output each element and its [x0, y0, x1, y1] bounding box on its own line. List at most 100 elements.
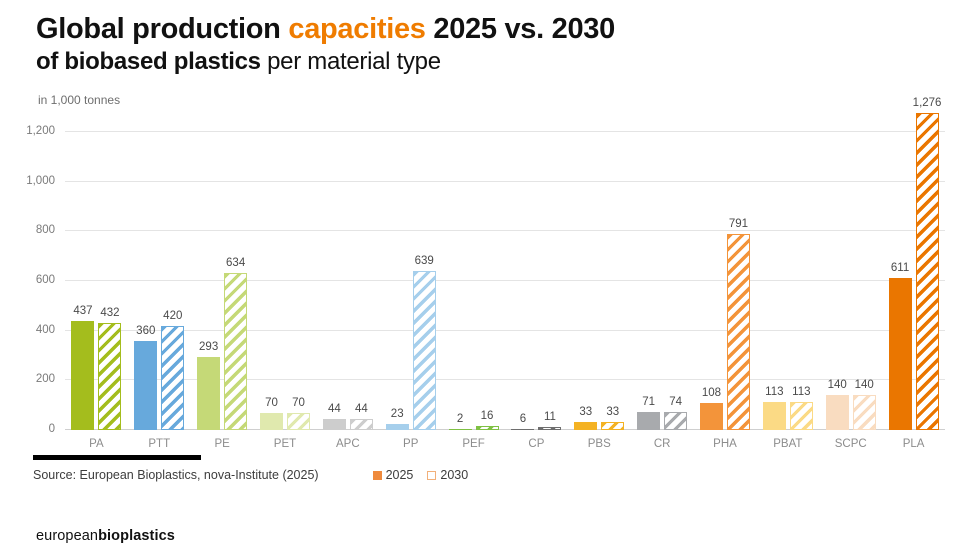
value-label-ptt-2025: 360 — [136, 324, 156, 337]
value-label-pet-2030: 70 — [292, 396, 305, 409]
gridline-1200: 1,200 — [26, 125, 945, 137]
value-label-pp-2025: 23 — [390, 408, 404, 421]
bar-apc-2030 — [349, 419, 373, 430]
y-tick-label: 1,200 — [26, 124, 55, 137]
value-label-pef-2025: 2 — [456, 413, 464, 425]
bar-pp-2025 — [385, 424, 409, 430]
title-post: 2025 vs. 2030 — [425, 13, 615, 45]
value-label-pha-2025: 108 — [701, 387, 722, 400]
x-tick-label-pa: PA — [89, 438, 104, 450]
y-tick-label: 1,000 — [26, 174, 55, 187]
y-tick-label: 200 — [35, 373, 55, 386]
y-tick-label: 600 — [35, 273, 55, 286]
legend-swatch-2030 — [427, 470, 437, 480]
bar-pa-2025 — [71, 321, 95, 430]
value-label-cp-2025: 6 — [519, 412, 527, 425]
y-tick-label: 400 — [35, 323, 55, 336]
page-subtitle: of biobased plastics per material type — [36, 48, 615, 77]
bar-pbs-2030 — [601, 421, 625, 430]
legend-item-2025: 2025 — [372, 468, 414, 482]
value-label-pbs-2030: 33 — [606, 405, 620, 418]
value-label-ptt-2030: 420 — [163, 309, 183, 322]
bar-pe-2030 — [224, 272, 248, 430]
bar-group-pp: 23 639 PP — [379, 112, 442, 450]
chart-header: Global production capacities 2025 vs. 20… — [36, 13, 615, 77]
value-label-pp-2030: 639 — [414, 255, 434, 268]
bar-pp-2030 — [412, 271, 436, 430]
bar-group-pbs: 33 33 PBS — [568, 112, 631, 450]
bar-group-pet: 70 70 PET — [254, 112, 317, 450]
source-text: Source: European Bioplastics, nova-Insti… — [33, 468, 319, 482]
bar-pa-2030 — [98, 322, 122, 430]
title-highlight: capacities — [288, 13, 426, 45]
footer: Source: European Bioplastics, nova-Insti… — [33, 468, 468, 482]
bar-group-pa: 437 432 PA — [65, 112, 128, 450]
x-tick-label-pla: PLA — [902, 438, 925, 450]
bar-pbs-2025 — [574, 421, 598, 430]
value-label-apc-2030: 44 — [354, 403, 368, 416]
bar-group-pe: 293 634 PE — [191, 112, 254, 450]
logo-regular: european — [36, 528, 99, 544]
x-tick-label-pe: PE — [214, 438, 230, 450]
chart-legend: 2025 2030 — [372, 468, 468, 482]
bar-pla-2030 — [915, 113, 939, 430]
legend-swatch-2025 — [372, 470, 382, 480]
gridline-600: 600 — [36, 274, 945, 286]
bar-group-cp: 6 11 CP — [505, 112, 568, 450]
bar-pbat-2030 — [789, 401, 813, 430]
gridline-800: 800 — [36, 224, 945, 236]
bar-pla-2025 — [888, 278, 912, 430]
european-bioplastics-logo: europeanbioplastics — [36, 528, 175, 544]
x-axis-baseline: 0 — [49, 423, 945, 435]
value-label-apc-2025: 44 — [327, 403, 341, 416]
bar-chart-plot-area: 0 200 400 600 800 1,000 1,200 437 432 PA 360 420 PTT… — [26, 97, 945, 450]
logo-bold: bioplastics — [98, 528, 175, 544]
bar-cp-2030 — [538, 427, 562, 430]
bar-group-pef: 2 16 PEF — [442, 112, 505, 450]
bar-pet-2030 — [286, 412, 310, 430]
bar-cp-2025 — [511, 428, 535, 430]
bar-pe-2025 — [197, 357, 221, 430]
title-pre: Global production — [36, 13, 289, 45]
x-tick-label-cr: CR — [653, 438, 671, 450]
value-label-pe-2025: 293 — [199, 341, 219, 354]
value-label-pbat-2030: 113 — [792, 385, 811, 398]
legend-item-2030: 2030 — [427, 468, 468, 482]
bar-pef-2030 — [475, 426, 499, 430]
bar-group-pha: 108 791 PHA — [694, 112, 757, 450]
bar-pha-2030 — [726, 233, 750, 430]
x-tick-label-pet: PET — [273, 438, 297, 450]
x-tick-label-apc: APC — [336, 438, 360, 450]
value-label-scpc-2025: 140 — [827, 379, 847, 392]
subtitle-rest: per material type — [260, 47, 441, 75]
bar-ptt-2025 — [134, 340, 158, 430]
value-label-cr-2030: 74 — [669, 395, 683, 408]
bar-group-cr: 71 74 CR — [631, 112, 694, 450]
value-label-pla-2025: 611 — [890, 262, 910, 275]
value-label-cr-2025: 71 — [642, 396, 656, 409]
value-label-pef-2030: 16 — [480, 410, 494, 423]
value-label-pbs-2025: 33 — [579, 405, 593, 418]
bar-scpc-2025 — [825, 395, 849, 430]
footer-divider-bar — [33, 455, 201, 460]
value-label-pet-2025: 70 — [265, 396, 278, 409]
bar-group-apc: 44 44 APC — [316, 112, 379, 450]
y-tick-label: 800 — [35, 224, 55, 237]
legend-label-2025: 2025 — [385, 468, 414, 482]
bar-pha-2025 — [699, 403, 723, 430]
page-title: Global production capacities 2025 vs. 20… — [36, 13, 615, 46]
value-label-cp-2030: 11 — [543, 411, 556, 424]
legend-label-2030: 2030 — [440, 468, 469, 482]
value-label-pha-2030: 791 — [728, 217, 749, 230]
y-tick-label: 0 — [48, 423, 55, 435]
bar-apc-2025 — [322, 419, 346, 430]
bar-group-pla: 611 1,276 PLA — [882, 97, 945, 450]
bar-pet-2025 — [259, 412, 283, 430]
x-tick-label-scpc: SCPC — [834, 438, 867, 450]
bar-group-ptt: 360 420 PTT — [128, 112, 191, 450]
x-tick-label-pha: PHA — [713, 438, 737, 450]
value-label-scpc-2030: 140 — [854, 379, 874, 392]
bar-ptt-2030 — [161, 325, 185, 430]
value-label-pla-2030: 1,276 — [912, 97, 942, 109]
bar-group-scpc: 140 140 SCPC — [819, 112, 882, 450]
